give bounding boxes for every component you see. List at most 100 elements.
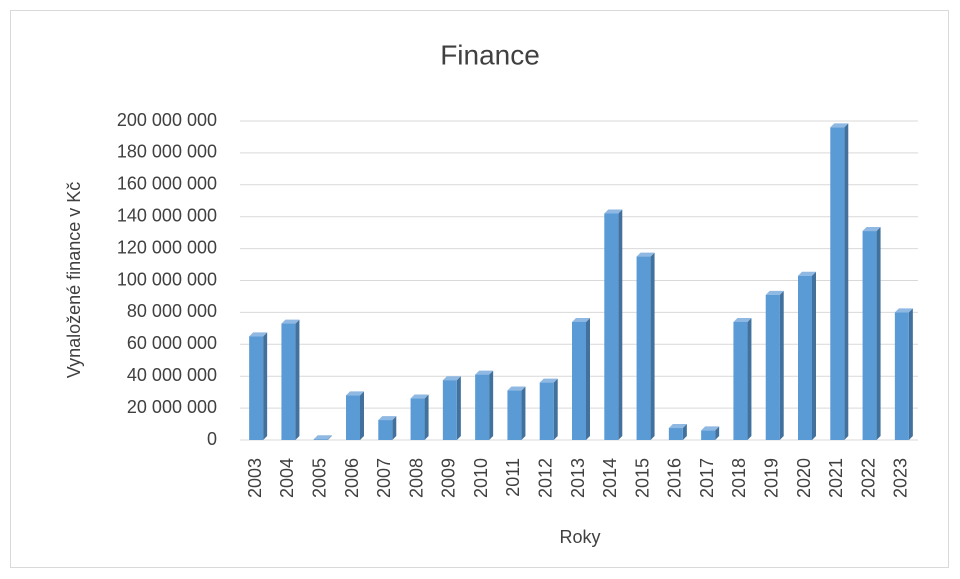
bar [798, 275, 812, 440]
bar-top [313, 435, 332, 440]
bar-top [378, 416, 397, 421]
bar-top [894, 308, 913, 313]
bar [701, 430, 716, 440]
y-tick-label: 60 000 000 [127, 333, 217, 353]
x-tick-label: 2018 [729, 458, 749, 498]
bar [830, 127, 845, 440]
bar-side [779, 290, 784, 440]
bar [442, 380, 457, 440]
bar-side [295, 319, 300, 440]
x-tick-label: 2007 [374, 458, 394, 498]
chart-title: Finance [440, 39, 540, 70]
bar [475, 374, 490, 440]
bar [410, 398, 425, 440]
bar-top [475, 370, 494, 375]
bar-top [733, 317, 752, 322]
x-tick-label: 2022 [858, 458, 878, 498]
x-tick-label: 2003 [245, 458, 265, 498]
bar-side [586, 317, 590, 440]
bar [733, 321, 748, 440]
bar-top [249, 332, 268, 337]
x-tick-label: 2015 [632, 458, 652, 498]
bar-top [636, 252, 655, 257]
y-tick-label: 0 [207, 429, 217, 449]
x-tick-label: 2014 [600, 458, 620, 498]
bar [765, 294, 780, 440]
bar [507, 390, 522, 440]
bar-side [650, 252, 655, 440]
bar-side [553, 378, 558, 440]
x-axis-label: Roky [559, 527, 600, 547]
y-tick-label: 160 000 000 [117, 174, 217, 194]
y-tick-label: 120 000 000 [117, 237, 217, 257]
bar [539, 382, 554, 440]
bar-side [360, 391, 364, 440]
bar-top [507, 386, 526, 391]
bar-top [410, 394, 429, 399]
bar-side [392, 416, 397, 440]
y-tick-label: 140 000 000 [117, 205, 217, 225]
bar-top [346, 391, 364, 396]
bar [346, 395, 360, 440]
bar-top [281, 319, 300, 324]
bar [604, 213, 619, 440]
y-tick-label: 20 000 000 [127, 397, 217, 417]
y-tick-label: 100 000 000 [117, 269, 217, 289]
y-tick-label: 200 000 000 [117, 110, 217, 130]
bar [668, 428, 683, 440]
bar-top [830, 123, 849, 128]
bar-top [539, 378, 558, 383]
bar-top [668, 424, 687, 429]
bar-side [844, 123, 849, 440]
x-tick-label: 2016 [665, 458, 685, 498]
x-tick-label: 2011 [503, 458, 523, 497]
bar-side [327, 435, 332, 440]
x-tick-label: 2013 [568, 458, 588, 498]
x-tick-label: 2019 [761, 458, 781, 498]
bar-side [682, 424, 687, 440]
bar-top [862, 227, 881, 232]
bar-top [765, 290, 784, 295]
y-tick-label: 40 000 000 [127, 365, 217, 385]
bar-side [521, 386, 526, 440]
bar-side [424, 394, 429, 440]
bar-side [812, 271, 816, 440]
x-tick-label: 2020 [794, 458, 814, 498]
x-tick-label: 2009 [439, 458, 459, 498]
x-tick-label: 2010 [471, 458, 491, 498]
bar [249, 336, 264, 440]
x-tick-label: 2023 [891, 458, 911, 498]
bar-side [618, 209, 623, 440]
bar [378, 420, 393, 440]
bar-side [908, 308, 913, 440]
x-tick-label: 2005 [309, 458, 329, 498]
bar [636, 256, 651, 440]
bar [313, 439, 328, 440]
x-tick-label: 2021 [826, 458, 846, 498]
x-tick-label: 2004 [277, 458, 297, 498]
chart-border [10, 10, 949, 568]
bar-top [604, 209, 623, 214]
bar [281, 323, 296, 440]
bar [572, 321, 586, 440]
bar [862, 231, 877, 440]
bar-side [747, 317, 752, 440]
y-tick-label: 80 000 000 [127, 301, 217, 321]
bar-top [798, 271, 816, 276]
bar-side [489, 370, 494, 440]
x-tick-label: 2012 [535, 458, 555, 498]
y-tick-label: 180 000 000 [117, 142, 217, 162]
bar-top [701, 426, 720, 431]
x-tick-label: 2017 [697, 458, 717, 498]
y-axis-label: Vynaložené finance v Kč [64, 182, 84, 378]
bar-top [442, 376, 461, 381]
x-tick-label: 2008 [406, 458, 426, 498]
bar-top [572, 317, 590, 322]
bar [894, 312, 909, 440]
bar-side [263, 332, 268, 440]
bar-side [715, 426, 720, 440]
bar-side [876, 227, 881, 440]
x-tick-label: 2006 [342, 458, 362, 498]
bar-side [456, 376, 461, 440]
